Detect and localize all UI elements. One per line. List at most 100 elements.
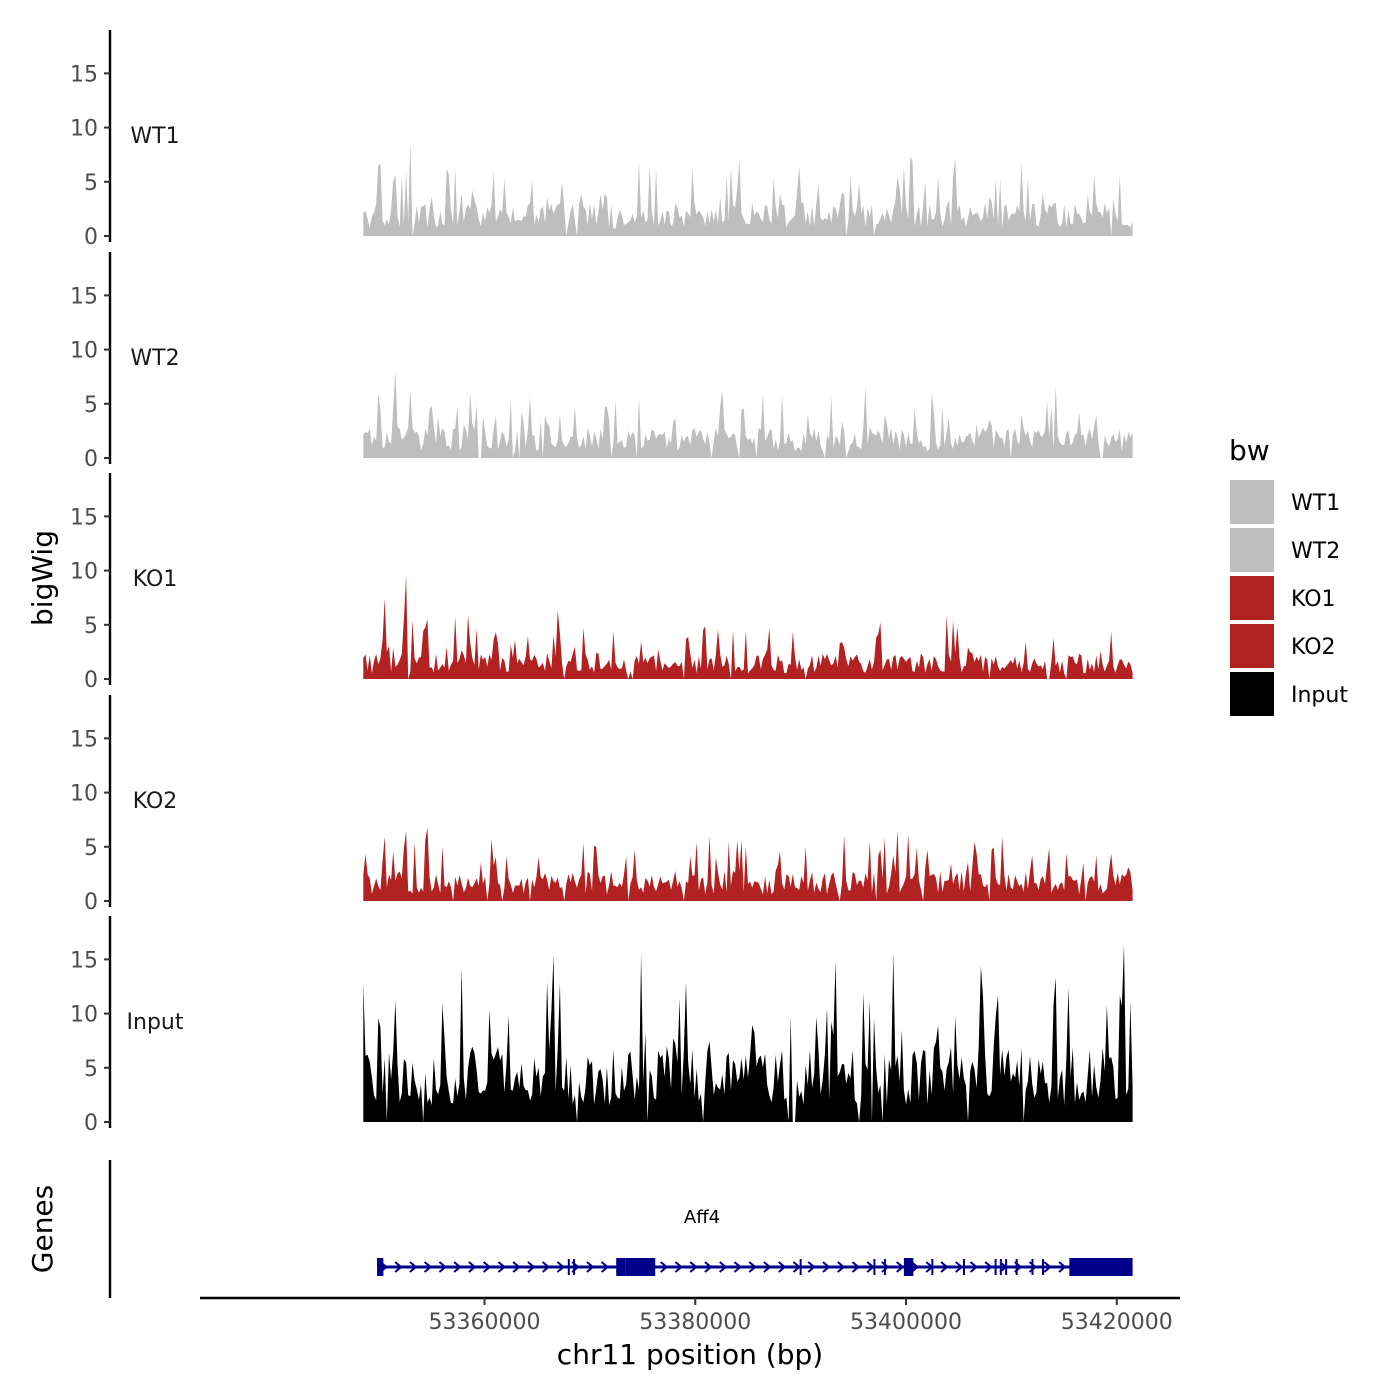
strand-arrow bbox=[910, 1261, 920, 1273]
x-tick-label: 53400000 bbox=[850, 1310, 962, 1335]
y-axis-title: bigWig bbox=[26, 530, 59, 626]
track-label-ko2: KO2 bbox=[133, 789, 178, 814]
gene-name-label: Aff4 bbox=[684, 1207, 720, 1228]
y-tick-label: 5 bbox=[84, 836, 98, 861]
y-tick-label: 0 bbox=[84, 225, 98, 250]
legend-key-wt1 bbox=[1230, 480, 1274, 524]
legend-label-ko2: KO2 bbox=[1291, 635, 1336, 660]
x-tick-label: 53360000 bbox=[429, 1310, 541, 1335]
strand-arrow bbox=[719, 1261, 728, 1273]
y-tick-label: 15 bbox=[70, 505, 98, 530]
strand-arrow bbox=[423, 1261, 433, 1273]
track-label-input: Input bbox=[127, 1010, 184, 1035]
strand-arrow bbox=[1043, 1261, 1052, 1273]
y-tick-label: 0 bbox=[84, 890, 98, 915]
signal-area-input bbox=[363, 944, 1133, 1122]
y-tick-label: 15 bbox=[70, 727, 98, 752]
legend-key-ko1 bbox=[1230, 576, 1274, 620]
y-tick-label: 15 bbox=[70, 948, 98, 973]
strand-arrow bbox=[822, 1261, 831, 1273]
strand-arrow bbox=[556, 1261, 565, 1273]
legend-key-wt2 bbox=[1230, 528, 1274, 572]
strand-arrow bbox=[497, 1261, 506, 1273]
strand-arrow bbox=[674, 1261, 683, 1273]
x-tick-label: 53420000 bbox=[1061, 1310, 1173, 1335]
y-tick-label: 0 bbox=[84, 447, 98, 472]
legend-label-wt2: WT2 bbox=[1291, 539, 1340, 564]
signal-area-ko1 bbox=[363, 575, 1133, 679]
strand-arrow bbox=[394, 1261, 403, 1273]
exon-block bbox=[625, 1258, 656, 1276]
legend: bw WT1 WT2 KO1 KO2 Input bbox=[1229, 434, 1348, 716]
legend-key-ko2 bbox=[1230, 624, 1274, 668]
strand-arrow bbox=[512, 1261, 521, 1273]
exon-block bbox=[377, 1258, 384, 1276]
legend-title: bw bbox=[1229, 434, 1270, 467]
strand-arrow bbox=[851, 1261, 860, 1273]
strand-arrow bbox=[955, 1261, 964, 1273]
genes-axis-title: Genes bbox=[26, 1185, 59, 1273]
strand-arrow bbox=[778, 1261, 787, 1273]
y-tick-label: 5 bbox=[84, 1057, 98, 1082]
y-tick-label: 15 bbox=[70, 284, 98, 309]
track-panel-ko2: 0 5 10 15 KO2 bbox=[70, 695, 1133, 915]
strand-arrow bbox=[1058, 1261, 1067, 1273]
strand-arrow bbox=[866, 1261, 875, 1273]
exon-block bbox=[1069, 1258, 1133, 1276]
exon-block bbox=[903, 1258, 914, 1276]
y-tick-label: 0 bbox=[84, 1111, 98, 1136]
strand-arrow bbox=[748, 1261, 757, 1273]
strand-arrow bbox=[482, 1261, 492, 1273]
strand-arrow bbox=[438, 1261, 447, 1273]
strand-arrow bbox=[837, 1261, 846, 1273]
y-tick-label: 10 bbox=[70, 1003, 98, 1028]
track-label-wt1: WT1 bbox=[130, 124, 179, 149]
x-axis: 53360000 53380000 53400000 53420000 bbox=[200, 1296, 1180, 1335]
exon-block bbox=[616, 1258, 626, 1276]
signal-area-wt1 bbox=[363, 141, 1133, 236]
y-tick-label: 10 bbox=[70, 782, 98, 807]
strand-arrow bbox=[453, 1261, 462, 1273]
strand-arrow bbox=[969, 1261, 979, 1273]
strand-arrow bbox=[541, 1261, 551, 1273]
y-tick-label: 15 bbox=[70, 62, 98, 87]
strand-arrow bbox=[660, 1261, 669, 1273]
legend-label-ko1: KO1 bbox=[1291, 587, 1336, 612]
y-tick-label: 0 bbox=[84, 668, 98, 693]
track-panel-wt2: 0 5 10 15 WT2 bbox=[70, 252, 1133, 472]
strand-arrow bbox=[792, 1261, 801, 1273]
signal-area-wt2 bbox=[363, 370, 1133, 458]
legend-label-wt1: WT1 bbox=[1291, 491, 1340, 516]
strand-arrow bbox=[881, 1261, 890, 1273]
y-tick-label: 10 bbox=[70, 339, 98, 364]
strand-arrow bbox=[984, 1261, 993, 1273]
strand-arrow bbox=[468, 1261, 477, 1273]
legend-label-input: Input bbox=[1291, 683, 1348, 708]
y-tick-label: 5 bbox=[84, 614, 98, 639]
signal-area-ko2 bbox=[363, 827, 1133, 901]
strand-arrow bbox=[704, 1261, 713, 1273]
legend-key-input bbox=[1230, 672, 1274, 716]
strand-arrow bbox=[689, 1261, 698, 1273]
track-label-wt2: WT2 bbox=[130, 346, 179, 371]
strand-arrow bbox=[807, 1261, 816, 1273]
strand-arrow bbox=[409, 1261, 418, 1273]
strand-arrow bbox=[586, 1261, 595, 1273]
x-tick-label: 53380000 bbox=[639, 1310, 751, 1335]
x-axis-title: chr11 position (bp) bbox=[557, 1338, 823, 1371]
strand-arrow bbox=[940, 1261, 949, 1273]
strand-arrow bbox=[733, 1261, 742, 1273]
track-panels: 0 5 10 15 WT1 0 5 10 15 WT2 0 5 10 15 KO1 0 5 10 15 KO2 0 5 10… bbox=[70, 30, 1133, 1136]
track-panel-input: 0 5 10 15 Input bbox=[70, 916, 1133, 1136]
strand-arrow bbox=[527, 1261, 536, 1273]
y-tick-label: 10 bbox=[70, 117, 98, 142]
y-tick-label: 5 bbox=[84, 393, 98, 418]
y-tick-label: 5 bbox=[84, 171, 98, 196]
gene-track: Aff4 bbox=[108, 1160, 1133, 1298]
track-panel-wt1: 0 5 10 15 WT1 bbox=[70, 30, 1133, 250]
y-tick-label: 10 bbox=[70, 560, 98, 585]
strand-arrow bbox=[763, 1261, 772, 1273]
strand-arrow bbox=[600, 1261, 610, 1273]
strand-arrow bbox=[896, 1261, 905, 1273]
